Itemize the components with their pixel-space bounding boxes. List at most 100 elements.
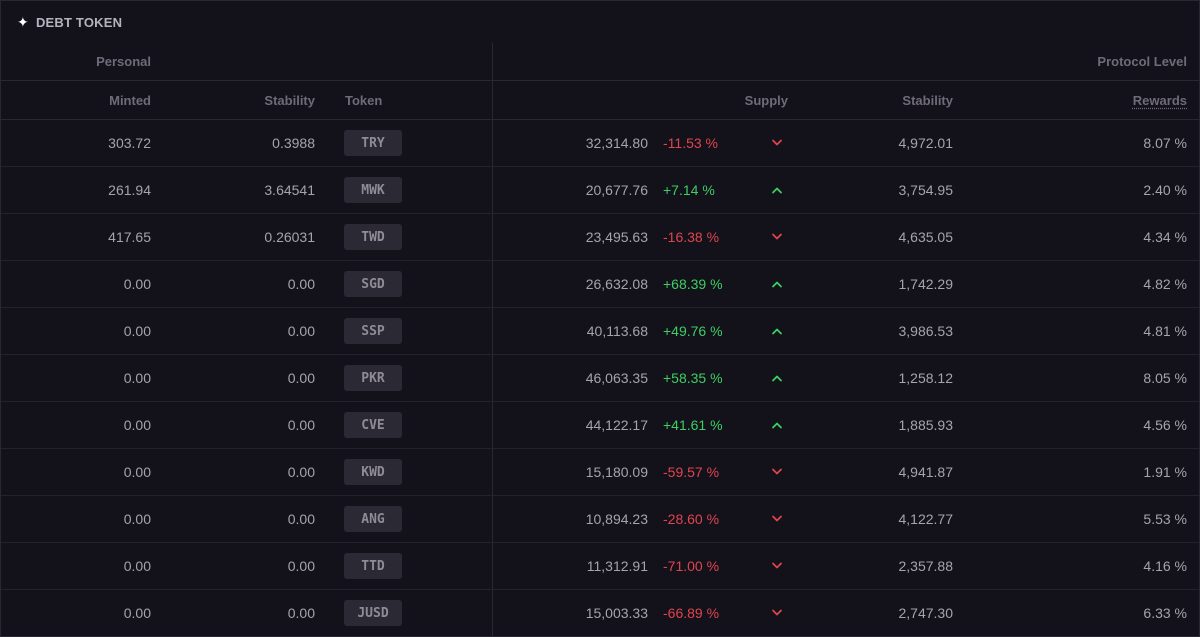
- supply-change: +7.14 %: [663, 182, 715, 198]
- minted-value: 0.00: [123, 417, 151, 433]
- table-row[interactable]: 0.00 0.00 JUSD 15,003.33 -66.89 % 2,747.30 6.3…: [1, 590, 1199, 636]
- stability-value: 0.00: [287, 276, 315, 292]
- minted-value: 0.00: [123, 276, 151, 292]
- table-row[interactable]: 303.72 0.3988 TRY 32,314.80 -11.53 % 4,972.01…: [1, 120, 1199, 167]
- table-row[interactable]: 0.00 0.00 SSP 40,113.68 +49.76 % 3,986.53 4.81…: [1, 308, 1199, 355]
- rewards-value: 8.05 %: [1143, 370, 1187, 386]
- supply-value: 26,632.08: [585, 276, 648, 292]
- supply-change: -59.57 %: [663, 464, 720, 480]
- token-badge[interactable]: PKR: [344, 365, 402, 391]
- chevron-down-icon[interactable]: [771, 590, 785, 636]
- stability-value: 0.00: [287, 605, 315, 621]
- supply-change: +58.35 %: [663, 370, 723, 386]
- rewards-value: 4.82 %: [1143, 276, 1187, 292]
- chevron-up-icon[interactable]: [771, 167, 785, 213]
- col-token[interactable]: Token: [345, 92, 383, 108]
- chevron-up-icon[interactable]: [771, 355, 785, 401]
- token-badge[interactable]: SSP: [344, 318, 402, 344]
- stability-value: 0.3988: [272, 135, 315, 151]
- stability-value: 3.64541: [264, 182, 315, 198]
- chevron-down-icon[interactable]: [771, 449, 785, 495]
- col-minted[interactable]: Minted: [109, 92, 151, 108]
- token-cell: KWD: [344, 449, 464, 495]
- col-protocol-stability[interactable]: Stability: [902, 92, 953, 108]
- chevron-down-icon[interactable]: [771, 543, 785, 589]
- protocol-stability-value: 3,754.95: [898, 182, 954, 198]
- rewards-value: 4.16 %: [1143, 558, 1187, 574]
- token-table-body: 303.72 0.3988 TRY 32,314.80 -11.53 % 4,972.01…: [1, 120, 1199, 636]
- token-cell: MWK: [344, 167, 464, 213]
- supply-value: 10,894.23: [585, 511, 648, 527]
- supply-change: +41.61 %: [663, 417, 723, 433]
- panel-header: ✦ DEBT TOKEN: [1, 1, 1199, 43]
- protocol-stability-value: 1,742.29: [898, 276, 954, 292]
- chevron-up-icon[interactable]: [771, 261, 785, 307]
- token-badge[interactable]: ANG: [344, 506, 402, 532]
- table-row[interactable]: 417.65 0.26031 TWD 23,495.63 -16.38 % 4,635.0…: [1, 214, 1199, 261]
- minted-value: 417.65: [108, 229, 151, 245]
- chevron-down-icon[interactable]: [771, 496, 785, 542]
- supply-value: 23,495.63: [585, 229, 648, 245]
- supply-change: +68.39 %: [663, 276, 723, 292]
- supply-change: -66.89 %: [663, 605, 720, 621]
- token-cell: JUSD: [344, 590, 464, 636]
- protocol-stability-value: 2,747.30: [898, 605, 954, 621]
- table-row[interactable]: 0.00 0.00 PKR 46,063.35 +58.35 % 1,258.12 8.05…: [1, 355, 1199, 402]
- table-row[interactable]: 0.00 0.00 KWD 15,180.09 -59.57 % 4,941.87 1.91…: [1, 449, 1199, 496]
- minted-value: 0.00: [123, 511, 151, 527]
- protocol-stability-value: 4,972.01: [898, 135, 954, 151]
- supply-change: -11.53 %: [663, 135, 718, 151]
- supply-change: -28.60 %: [663, 511, 720, 527]
- protocol-stability-value: 4,941.87: [898, 464, 954, 480]
- rewards-value: 1.91 %: [1143, 464, 1187, 480]
- token-badge[interactable]: JUSD: [344, 600, 402, 626]
- table-row[interactable]: 0.00 0.00 SGD 26,632.08 +68.39 % 1,742.29 4.82…: [1, 261, 1199, 308]
- token-badge[interactable]: TTD: [344, 553, 402, 579]
- supply-change: -16.38 %: [663, 229, 720, 245]
- protocol-stability-value: 2,357.88: [898, 558, 954, 574]
- rewards-value: 2.40 %: [1143, 182, 1187, 198]
- table-row[interactable]: 261.94 3.64541 MWK 20,677.76 +7.14 % 3,754.95…: [1, 167, 1199, 214]
- token-cell: TWD: [344, 214, 464, 260]
- panel-title: DEBT TOKEN: [35, 14, 123, 30]
- supply-value: 46,063.35: [585, 370, 648, 386]
- col-stability[interactable]: Stability: [264, 92, 315, 108]
- table-row[interactable]: 0.00 0.00 ANG 10,894.23 -28.60 % 4,122.77 5.53…: [1, 496, 1199, 543]
- stability-value: 0.00: [287, 370, 315, 386]
- supply-change: -71.00 %: [663, 558, 720, 574]
- token-cell: TRY: [344, 120, 464, 166]
- table-row[interactable]: 0.00 0.00 TTD 11,312.91 -71.00 % 2,357.88 4.16…: [1, 543, 1199, 590]
- supply-value: 44,122.17: [585, 417, 648, 433]
- minted-value: 0.00: [123, 605, 151, 621]
- col-rewards[interactable]: Rewards: [1132, 92, 1187, 108]
- token-badge[interactable]: CVE: [344, 412, 402, 438]
- protocol-stability-value: 3,986.53: [898, 323, 954, 339]
- section-divider: [492, 43, 493, 636]
- chevron-up-icon[interactable]: [771, 402, 785, 448]
- stability-value: 0.00: [287, 511, 315, 527]
- minted-value: 303.72: [108, 135, 151, 151]
- token-badge[interactable]: KWD: [344, 459, 402, 485]
- token-badge[interactable]: TRY: [344, 130, 402, 156]
- chevron-down-icon[interactable]: [771, 120, 785, 166]
- protocol-stability-value: 4,635.05: [898, 229, 954, 245]
- group-protocol-level: Protocol Level: [1097, 54, 1187, 69]
- chevron-down-icon[interactable]: [771, 214, 785, 260]
- rewards-value: 6.33 %: [1143, 605, 1187, 621]
- supply-value: 20,677.76: [585, 182, 648, 198]
- col-supply[interactable]: Supply: [744, 92, 788, 108]
- token-cell: ANG: [344, 496, 464, 542]
- token-badge[interactable]: MWK: [344, 177, 402, 203]
- token-badge[interactable]: TWD: [344, 224, 402, 250]
- rewards-value: 5.53 %: [1143, 511, 1187, 527]
- token-badge[interactable]: SGD: [344, 271, 402, 297]
- minted-value: 0.00: [123, 370, 151, 386]
- chevron-up-icon[interactable]: [771, 308, 785, 354]
- group-header-row: Personal Protocol Level: [1, 43, 1199, 81]
- table-row[interactable]: 0.00 0.00 CVE 44,122.17 +41.61 % 1,885.93 4.56…: [1, 402, 1199, 449]
- token-cell: SSP: [344, 308, 464, 354]
- token-cell: SGD: [344, 261, 464, 307]
- group-personal: Personal: [96, 54, 151, 69]
- stability-value: 0.26031: [264, 229, 315, 245]
